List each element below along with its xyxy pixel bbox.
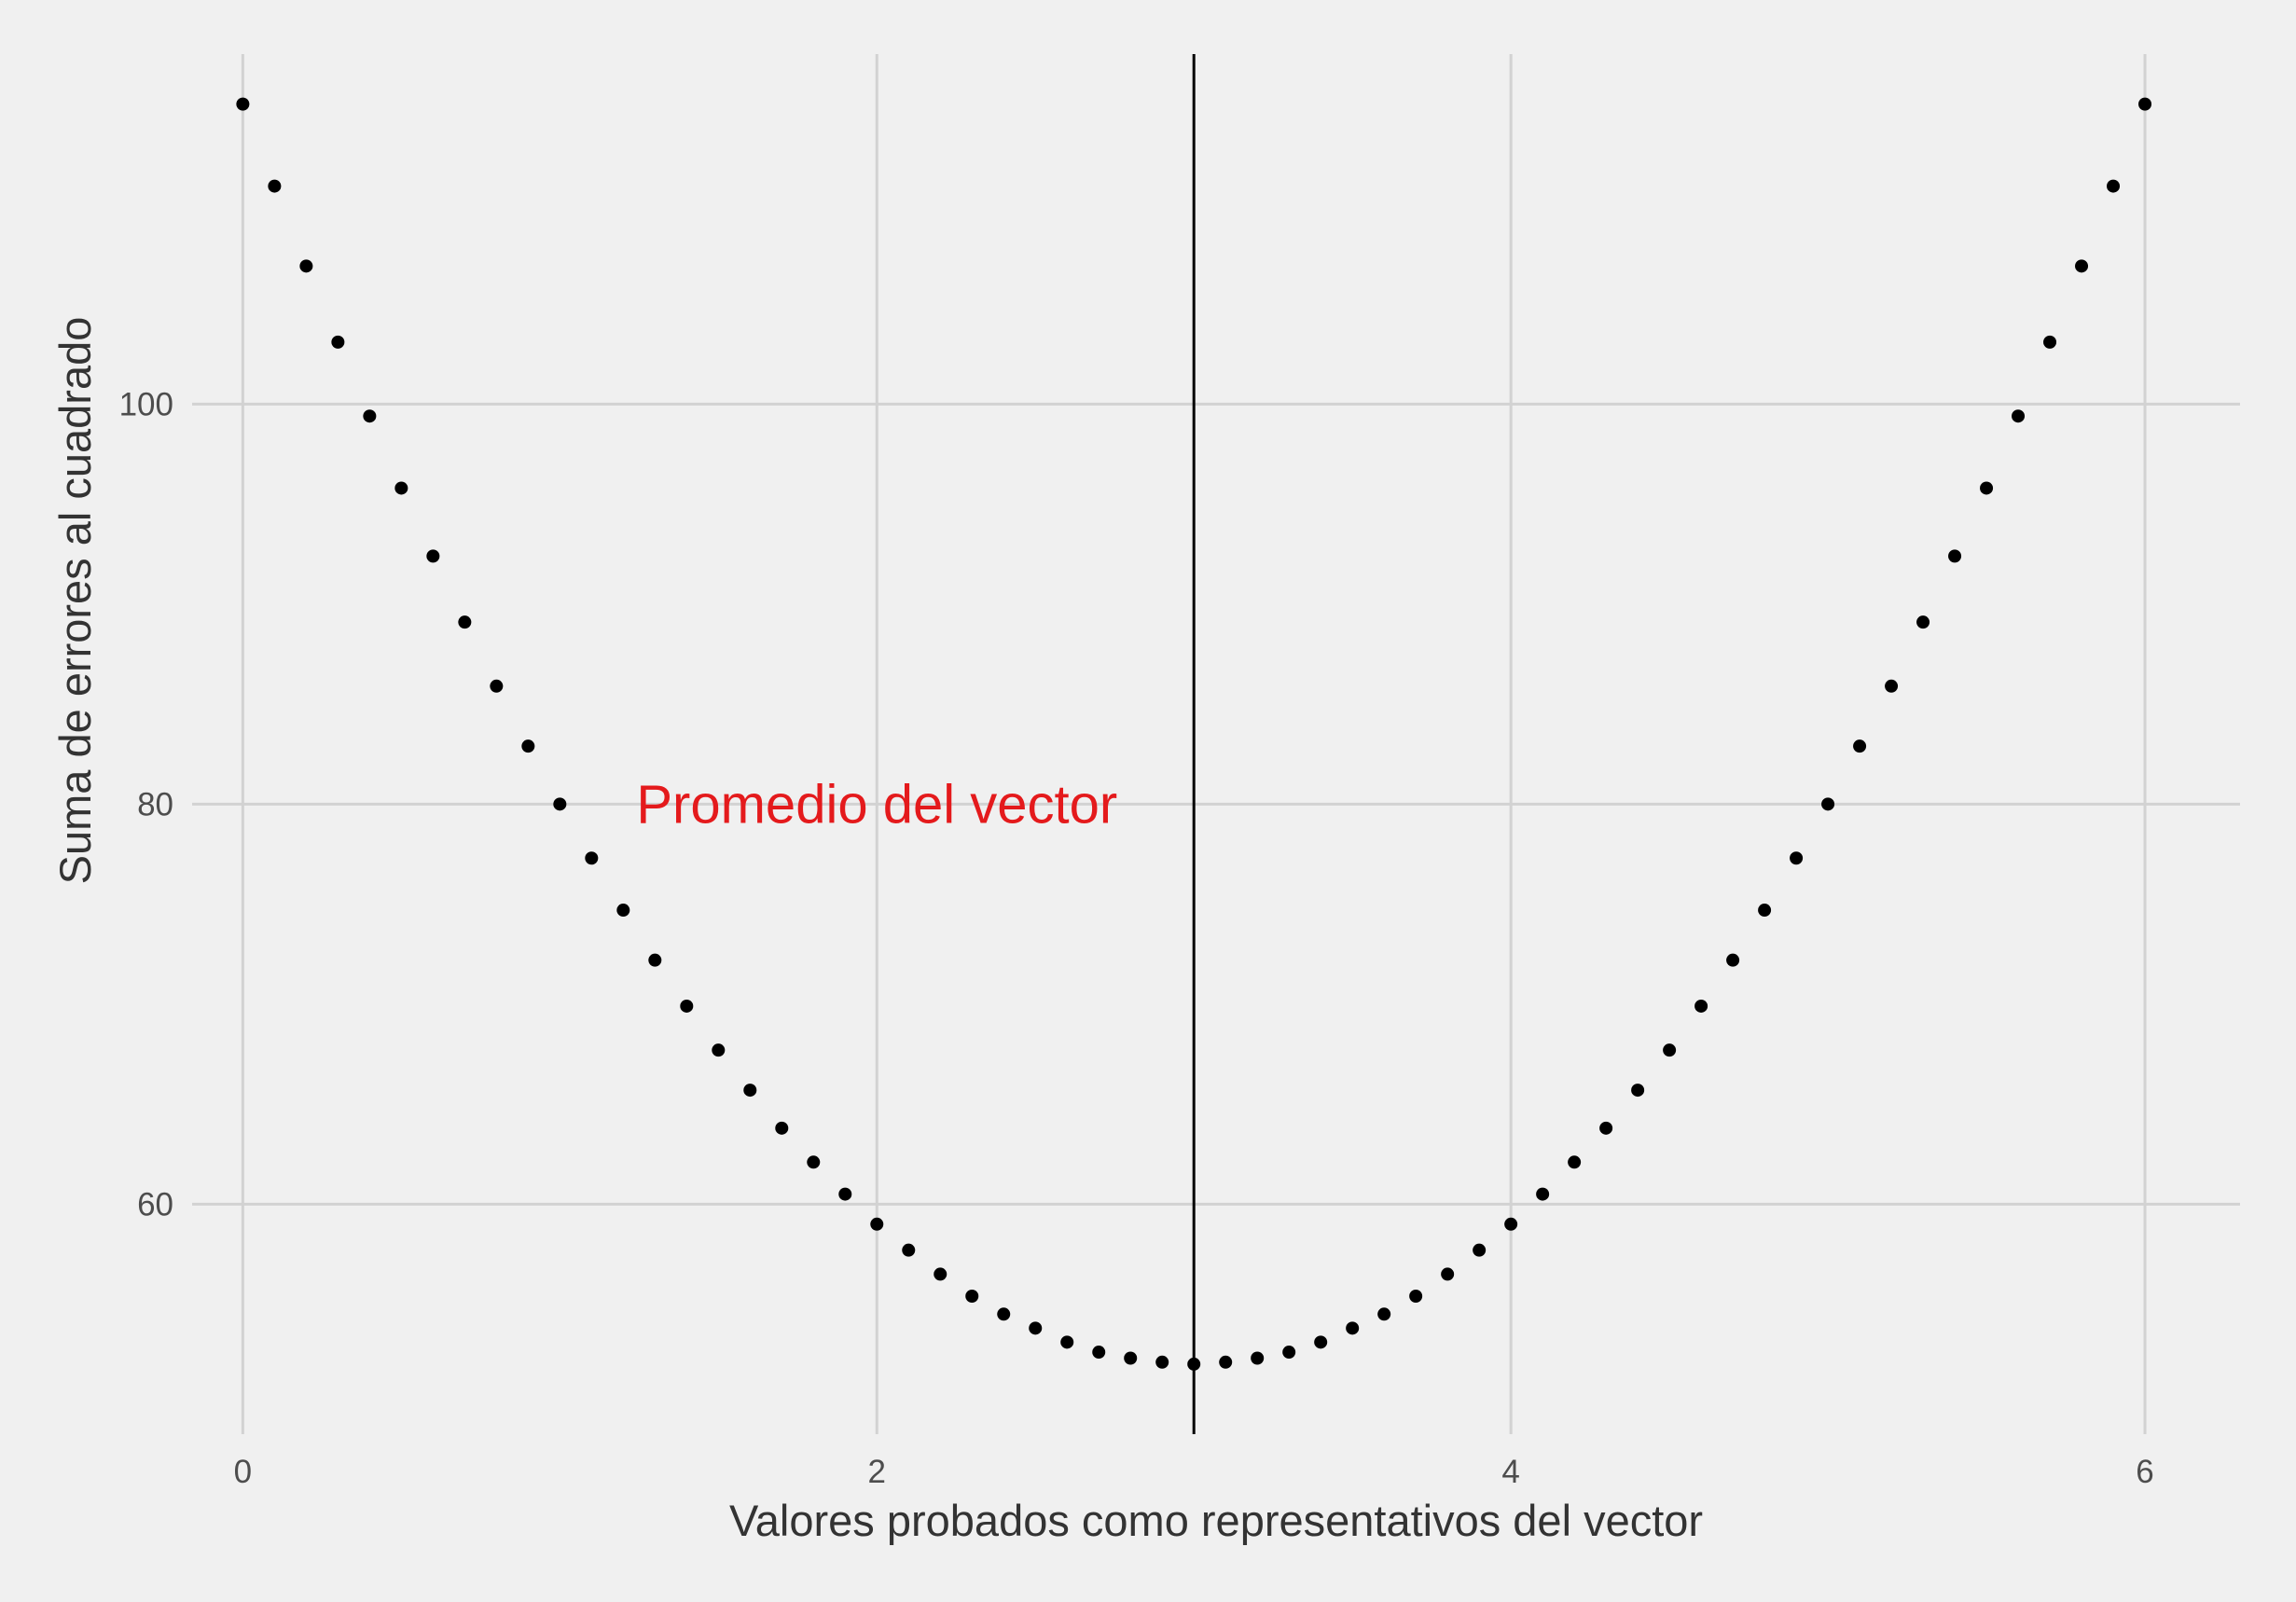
data-point [1251,1351,1265,1365]
data-point [1155,1355,1169,1369]
x-axis-title: Valores probados como representativos de… [729,1496,1703,1545]
data-point [965,1290,979,1303]
data-point [934,1267,947,1281]
data-point [1314,1335,1328,1349]
data-point [616,904,630,918]
data-point [1821,797,1835,811]
data-point [807,1155,821,1169]
points-layer [236,97,2152,1371]
data-point [2075,259,2089,273]
x-tick-label: 6 [2136,1454,2153,1490]
data-point [1219,1355,1233,1369]
data-point [648,953,662,967]
data-point [1187,1357,1201,1371]
data-point [1092,1346,1106,1360]
y-tick-label: 60 [137,1186,173,1222]
data-point [553,797,567,811]
data-point [1409,1290,1423,1303]
annotation-label: Promedio del vector [636,774,1117,835]
data-point [2107,179,2121,193]
data-point [2138,97,2152,111]
data-point [1790,851,1804,865]
data-point [1694,999,1708,1013]
data-point [2012,409,2026,423]
data-point [458,615,472,629]
data-point [1853,739,1867,753]
data-point [363,409,377,423]
data-point [394,481,408,495]
data-point [712,1043,726,1057]
data-point [331,335,345,349]
data-point [743,1084,757,1098]
data-point [1282,1346,1296,1360]
x-tick-label: 4 [1501,1454,1519,1490]
ticks-layer: 0 2 4 6 60 80 100 [119,386,2154,1490]
data-point [1060,1335,1074,1349]
data-point [870,1217,884,1231]
data-point [1377,1307,1391,1321]
data-point [1124,1351,1138,1365]
data-point [1346,1321,1360,1335]
grid-layer [192,54,2240,1434]
data-point [1948,549,1962,563]
data-point [1663,1043,1677,1057]
data-point [1568,1155,1582,1169]
data-point [1441,1267,1455,1281]
y-tick-label: 100 [119,386,173,422]
y-tick-label: 80 [137,786,173,822]
data-point [268,179,282,193]
data-point [299,259,313,273]
data-point [1029,1321,1043,1335]
x-tick-label: 0 [234,1454,252,1490]
data-point [236,97,250,111]
data-point [997,1307,1011,1321]
x-tick-label: 2 [868,1454,886,1490]
data-point [1536,1187,1550,1201]
annotation-layer: Promedio del vector [636,774,1117,835]
data-point [1504,1217,1518,1231]
data-point [1980,481,1994,495]
data-point [426,549,440,563]
data-point [585,851,599,865]
data-point [1726,953,1740,967]
data-point [775,1121,789,1135]
data-point [1631,1084,1645,1098]
y-axis-title: Suma de errores al cuadrado [50,317,100,885]
data-point [902,1243,916,1257]
data-point [680,999,694,1013]
data-point [1758,904,1772,918]
data-point [1885,679,1899,693]
data-point [521,739,535,753]
data-point [1916,615,1930,629]
data-point [838,1187,852,1201]
data-point [490,679,504,693]
data-point [2043,335,2057,349]
data-point [1473,1243,1487,1257]
data-point [1599,1121,1613,1135]
